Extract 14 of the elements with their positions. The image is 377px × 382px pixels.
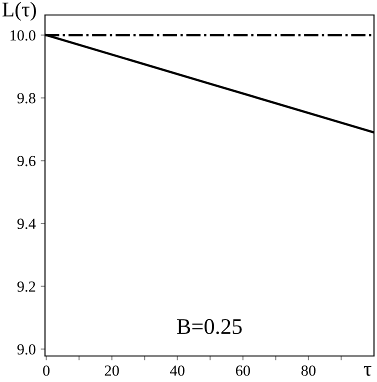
y-tick-label: 9.0 (17, 344, 36, 355)
y-tick-label: 10.0 (10, 30, 36, 41)
x-tick-label: 80 (301, 365, 316, 376)
y-axis-title: L(τ) (2, 2, 36, 21)
x-tick-label: 60 (236, 365, 250, 376)
y-tick-label: 9.6 (17, 156, 36, 166)
x-tick-label: 0 (43, 365, 50, 376)
x-tick-label: 20 (104, 365, 119, 376)
y-tick-label: 9.2 (17, 281, 36, 292)
x-tick-label: 40 (170, 365, 184, 376)
y-tick-label: 9.8 (17, 93, 36, 104)
x-axis-title: τ (364, 366, 372, 376)
annotation: B=0.25 (177, 319, 242, 334)
y-tick-label: 9.4 (17, 218, 36, 230)
